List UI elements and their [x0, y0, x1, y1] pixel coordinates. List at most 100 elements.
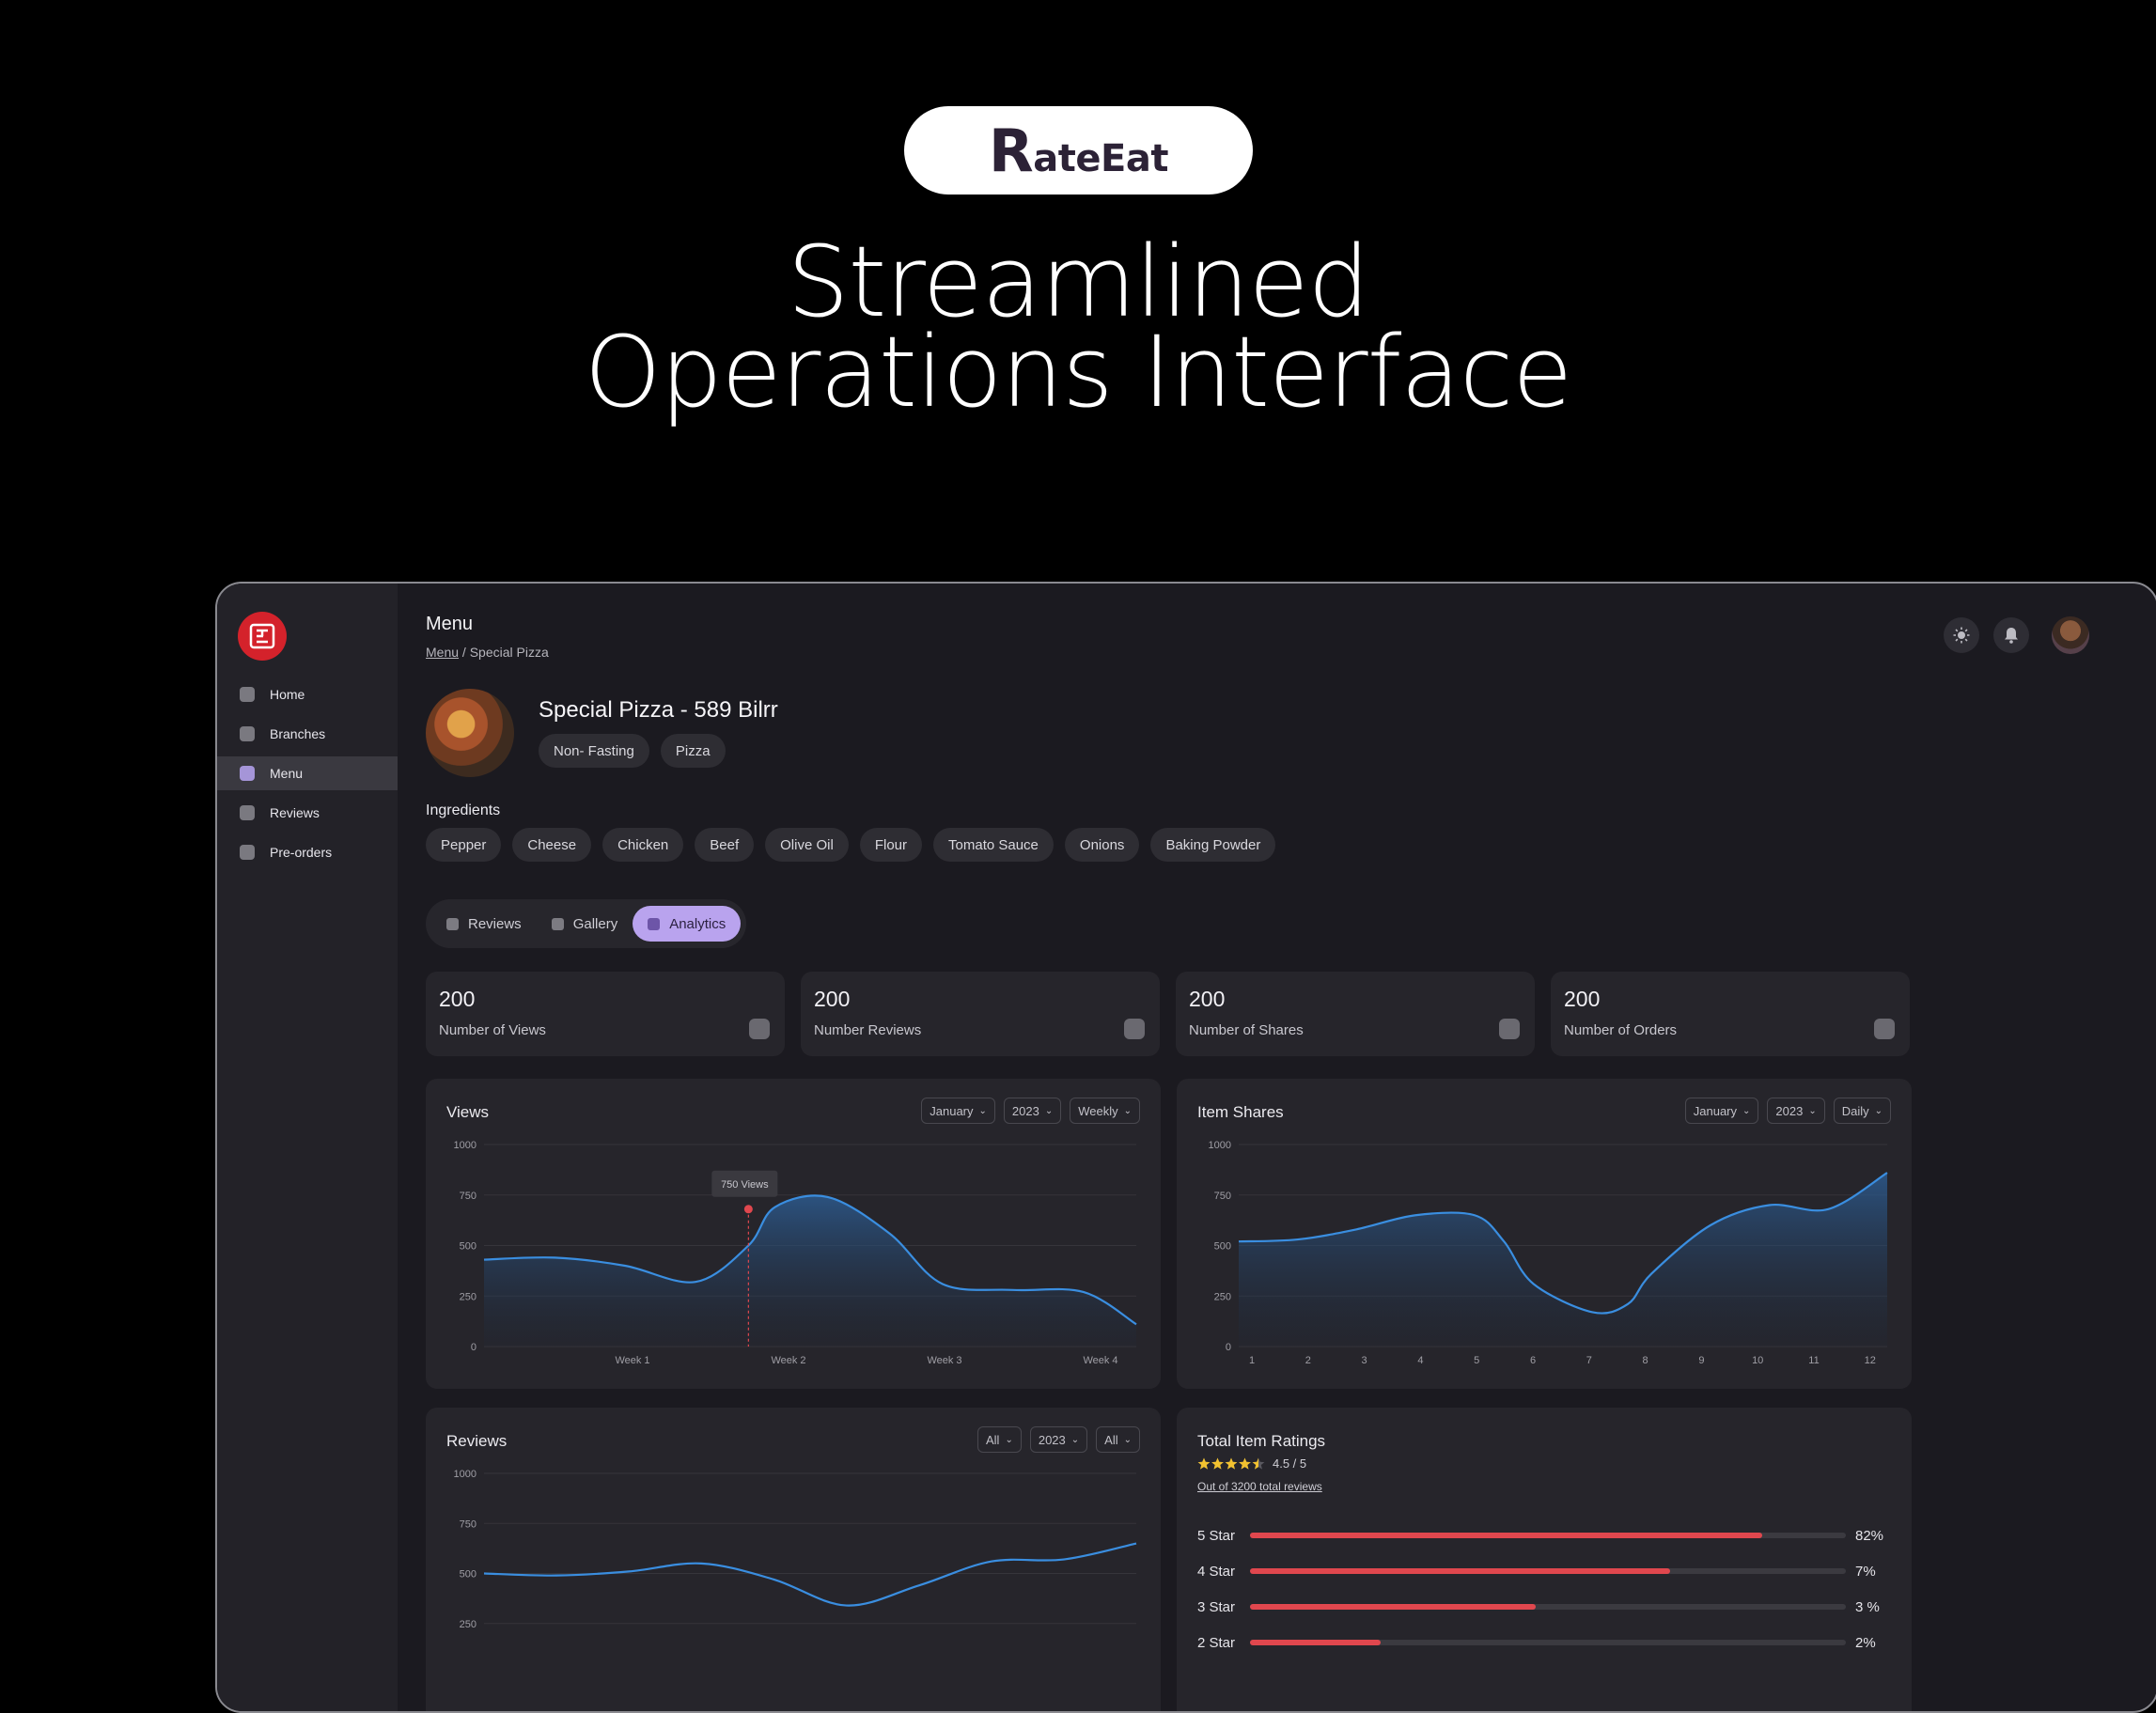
tooltip-label: 750 Views [721, 1179, 769, 1191]
stat-value: 200 [439, 987, 475, 1012]
rating-bar-fill [1250, 1568, 1670, 1574]
ingredient-chip: Onions [1065, 828, 1140, 862]
hero-line-1: Streamlined [0, 237, 2156, 327]
tab-gallery[interactable]: Gallery [537, 906, 633, 942]
home-icon [240, 687, 255, 702]
y-tick-label: 250 [460, 1619, 477, 1630]
ratings-title: Total Item Ratings [1197, 1432, 1325, 1451]
logo-pill: RateEat [904, 106, 1253, 195]
ingredient-chip: Flour [860, 828, 922, 862]
rating-bar-track [1250, 1640, 1846, 1645]
reviews-tab-icon [446, 918, 459, 930]
rating-row-percent: 82% [1855, 1528, 1883, 1544]
rating-row-label: 5 Star [1197, 1528, 1250, 1544]
rating-bar-fill [1250, 1604, 1536, 1610]
hero-line-2: Operations Interface [0, 327, 2156, 417]
menu-icon [240, 766, 255, 781]
theme-toggle-button[interactable] [1944, 617, 1979, 653]
y-tick-label: 0 [1226, 1342, 1231, 1353]
notifications-button[interactable] [1993, 617, 2029, 653]
sidebar-item-menu[interactable]: Menu [217, 756, 398, 790]
star-icon [1253, 1457, 1265, 1469]
stat-label: Number of Orders [1564, 1022, 1677, 1038]
page-title: Menu [426, 614, 473, 635]
sun-icon [1953, 627, 1970, 644]
rating-row-percent: 3 % [1855, 1599, 1880, 1615]
rating-bar-track [1250, 1568, 1846, 1574]
y-tick-label: 750 [460, 1518, 477, 1530]
user-avatar[interactable] [2052, 616, 2089, 654]
x-tick-label: 4 [1417, 1355, 1423, 1366]
brand-badge-icon[interactable] [238, 612, 287, 661]
x-tick-label: 9 [1698, 1355, 1704, 1366]
star-icon [1211, 1457, 1224, 1469]
ingredient-chip: Tomato Sauce [933, 828, 1054, 862]
stat-label: Number of Views [439, 1022, 546, 1038]
eye-icon [749, 1019, 770, 1039]
sidebar-item-pre-orders[interactable]: Pre-orders [217, 835, 398, 869]
ingredient-chip: Chicken [602, 828, 683, 862]
rating-bar-fill [1250, 1533, 1762, 1538]
star-icon [1226, 1457, 1238, 1469]
dish-tag: Pizza [661, 734, 726, 768]
ingredient-chip: Baking Powder [1150, 828, 1275, 862]
rateeat-logo: RateEat [989, 117, 1168, 185]
tab-reviews[interactable]: Reviews [431, 906, 537, 942]
series-area [1239, 1173, 1887, 1347]
x-tick-label: 7 [1586, 1355, 1592, 1366]
stars-icon [1197, 1457, 1265, 1471]
x-tick-label: Week 4 [1083, 1355, 1117, 1366]
rating-row-label: 4 Star [1197, 1564, 1250, 1580]
sidebar-item-home[interactable]: Home [217, 677, 398, 711]
y-tick-label: 1000 [454, 1140, 477, 1151]
y-tick-label: 250 [1214, 1291, 1231, 1302]
total-reviews-link[interactable]: Out of 3200 total reviews [1197, 1480, 1322, 1493]
dish-image [426, 689, 514, 777]
x-tick-label: 8 [1643, 1355, 1648, 1366]
x-tick-label: 12 [1865, 1355, 1876, 1366]
y-tick-label: 750 [460, 1191, 477, 1202]
series-area [484, 1195, 1136, 1347]
tab-analytics[interactable]: Analytics [633, 906, 741, 942]
y-tick-label: 500 [460, 1569, 477, 1581]
breadcrumb-separator: / [459, 645, 470, 660]
ingredient-chip: Beef [695, 828, 754, 862]
rating-score-row: 4.5 / 5 [1197, 1456, 1306, 1471]
review-star-icon [1124, 1019, 1145, 1039]
app-window: Home Branches Menu Reviews Pre-orders Menu M… [215, 582, 2156, 1713]
x-tick-label: Week 1 [615, 1355, 649, 1366]
gallery-tab-icon [552, 918, 564, 930]
x-tick-label: 3 [1362, 1355, 1367, 1366]
series-line [484, 1544, 1136, 1606]
sidebar: Home Branches Menu Reviews Pre-orders [217, 584, 398, 1711]
stat-card: 200 Number of Orders [1551, 972, 1910, 1056]
x-tick-label: 6 [1530, 1355, 1536, 1366]
ingredient-chip: Pepper [426, 828, 501, 862]
dish-title: Special Pizza - 589 Bilrr [539, 697, 778, 724]
x-tick-label: 10 [1752, 1355, 1763, 1366]
sidebar-item-branches[interactable]: Branches [217, 717, 398, 751]
y-tick-label: 1000 [454, 1469, 477, 1480]
analytics-tab-icon [648, 918, 660, 930]
main-content: Menu Menu / Special Pizza Special Pizza … [398, 584, 2156, 1711]
stat-card: 200 Number of Views [426, 972, 785, 1056]
sidebar-item-label: Menu [270, 766, 303, 781]
breadcrumb-menu-link[interactable]: Menu [426, 645, 459, 660]
ingredient-chip: Olive Oil [765, 828, 849, 862]
stat-value: 200 [1564, 987, 1600, 1012]
hero-headline: Streamlined Operations Interface [0, 237, 2156, 417]
rating-row-percent: 2% [1855, 1635, 1876, 1651]
y-tick-label: 0 [471, 1342, 477, 1353]
sidebar-item-reviews[interactable]: Reviews [217, 796, 398, 830]
